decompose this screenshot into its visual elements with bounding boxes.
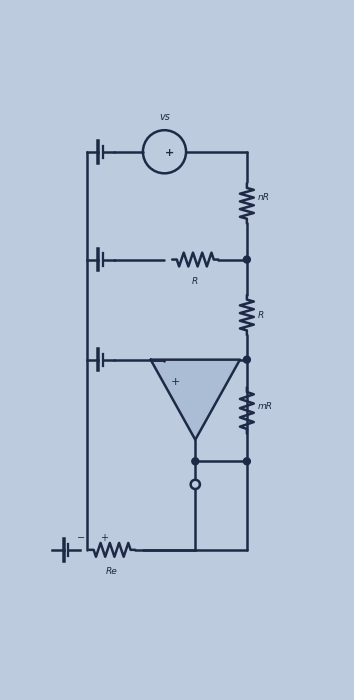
Text: R: R	[192, 276, 198, 286]
Circle shape	[192, 458, 199, 465]
Circle shape	[244, 256, 250, 263]
Text: −: −	[77, 533, 85, 543]
Text: R: R	[258, 311, 264, 319]
Circle shape	[244, 458, 250, 465]
Text: nR: nR	[258, 193, 270, 202]
Text: +: +	[165, 148, 175, 158]
Text: vs: vs	[159, 113, 170, 122]
Text: mR: mR	[258, 402, 273, 411]
Polygon shape	[150, 360, 240, 440]
Text: +: +	[101, 533, 108, 543]
Text: +: +	[171, 377, 180, 386]
Circle shape	[191, 480, 200, 489]
Circle shape	[244, 356, 250, 363]
Text: Re: Re	[106, 567, 118, 576]
